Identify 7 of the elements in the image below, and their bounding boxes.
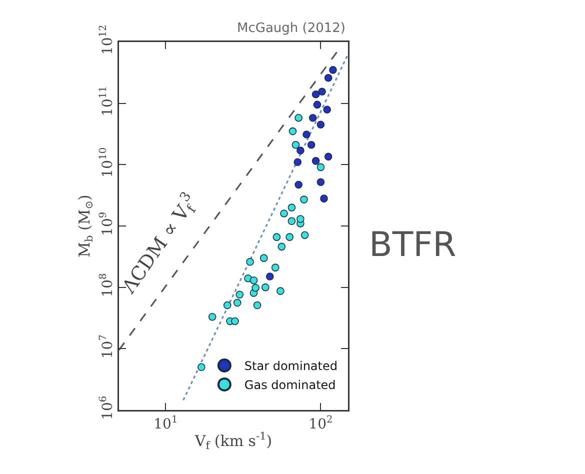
legend-label: Gas dominated	[244, 378, 336, 392]
legend-label: Star dominated	[244, 359, 338, 374]
x-axis-title: V$_{f}$ (km s$^{-1}$)	[194, 430, 272, 452]
x-tick-label: 10$^{2}$	[308, 414, 333, 432]
x-tick-label: 10$^{1}$	[154, 414, 178, 432]
text: BTFR	[369, 225, 456, 265]
text: McGaugh (2012)	[237, 21, 346, 36]
